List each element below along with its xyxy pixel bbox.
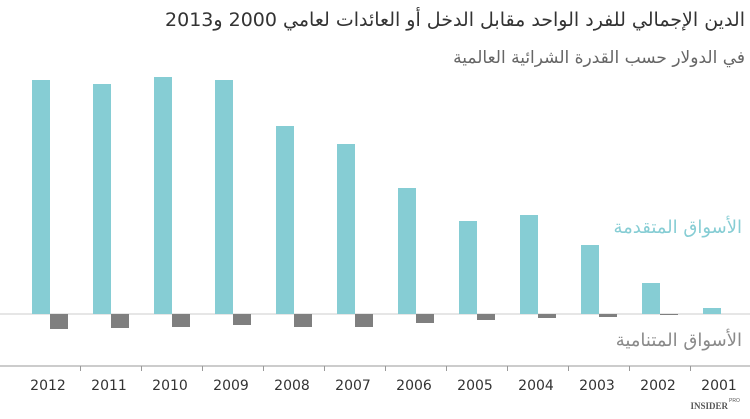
bar bbox=[355, 314, 373, 327]
bar bbox=[642, 283, 660, 314]
x-tick-label: 2009 bbox=[213, 378, 249, 394]
bar bbox=[154, 77, 172, 314]
bar bbox=[233, 314, 251, 325]
bar bbox=[215, 80, 233, 314]
bar bbox=[477, 314, 495, 320]
x-tick-label: 2006 bbox=[396, 378, 432, 394]
chart-subtitle: في الدولار حسب القدرة الشرائية العالمية bbox=[453, 48, 745, 68]
brand: INSIDER bbox=[690, 401, 728, 411]
bar bbox=[50, 314, 68, 329]
x-tick-label: 2005 bbox=[457, 378, 493, 394]
x-tick-label: 2007 bbox=[335, 378, 371, 394]
x-tick-label: 2012 bbox=[30, 378, 66, 394]
x-tick-label: 2008 bbox=[274, 378, 310, 394]
bar bbox=[32, 80, 50, 314]
bar bbox=[599, 314, 617, 317]
bar bbox=[398, 188, 416, 314]
bar bbox=[520, 215, 538, 314]
x-tick-label: 2010 bbox=[152, 378, 188, 394]
x-tick-label: 2001 bbox=[701, 378, 737, 394]
bar bbox=[459, 221, 477, 314]
bar bbox=[276, 126, 294, 314]
x-tick-label: 2011 bbox=[91, 378, 127, 394]
bar bbox=[172, 314, 190, 327]
brand-sup: PRO bbox=[729, 398, 740, 404]
x-tick-label: 2004 bbox=[518, 378, 554, 394]
series-label: الأسواق المتنامية bbox=[616, 329, 742, 351]
bar bbox=[294, 314, 312, 327]
bar bbox=[416, 314, 434, 323]
bar bbox=[337, 144, 355, 314]
bar bbox=[93, 84, 111, 314]
bar bbox=[703, 308, 721, 314]
x-tick-label: 2002 bbox=[640, 378, 676, 394]
series-label: الأسواق المتقدمة bbox=[613, 216, 742, 238]
bar bbox=[111, 314, 129, 328]
x-tick-label: 2003 bbox=[579, 378, 615, 394]
bar bbox=[660, 314, 678, 315]
bar bbox=[581, 245, 599, 314]
bar bbox=[538, 314, 556, 318]
chart-title: الدين الإجمالي للفرد الواحد مقابل الدخل … bbox=[165, 7, 745, 31]
